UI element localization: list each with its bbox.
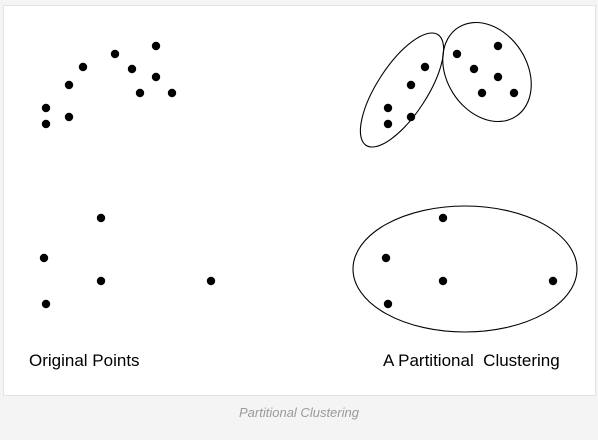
point [167, 88, 177, 98]
point [452, 49, 462, 59]
point [135, 88, 145, 98]
point [151, 41, 161, 51]
cluster-outline [352, 205, 578, 333]
cluster-outline [442, 21, 532, 123]
point [151, 72, 161, 82]
cluster-1 [359, 32, 445, 148]
point [438, 276, 448, 286]
point [493, 72, 503, 82]
point [110, 49, 120, 59]
point [383, 299, 393, 309]
figure-caption: Partitional Clustering [239, 405, 359, 420]
right-panel-title: A Partitional Clustering [383, 351, 560, 370]
point [64, 80, 74, 90]
point [127, 64, 137, 74]
point [420, 62, 430, 72]
point [406, 80, 416, 90]
point [406, 112, 416, 122]
point [438, 213, 448, 223]
original-points-panel: Original Points [29, 41, 216, 370]
point [96, 276, 106, 286]
cluster-3 [352, 205, 578, 333]
point [96, 213, 106, 223]
point [509, 88, 519, 98]
point [41, 119, 51, 129]
point [548, 276, 558, 286]
point [477, 88, 487, 98]
figure-canvas: Original Points [3, 5, 596, 396]
left-panel-title: Original Points [29, 351, 140, 370]
point [381, 253, 391, 263]
point [41, 103, 51, 113]
point [41, 299, 51, 309]
point [78, 62, 88, 72]
clustering-panel: A Partitional Clustering [352, 21, 578, 370]
clustering-diagram: Original Points [29, 21, 578, 370]
cluster-2 [442, 21, 532, 123]
point [383, 119, 393, 129]
point [493, 41, 503, 51]
point [39, 253, 49, 263]
point [64, 112, 74, 122]
point [206, 276, 216, 286]
point [383, 103, 393, 113]
cluster-outline [359, 32, 445, 148]
point [469, 64, 479, 74]
